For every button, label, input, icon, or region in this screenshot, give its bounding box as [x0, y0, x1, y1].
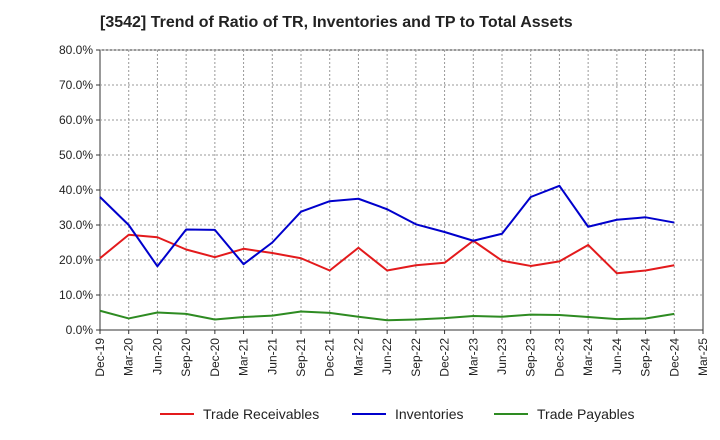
series-line-2 — [99, 309, 675, 322]
y-tick-label: 50.0% — [59, 148, 93, 162]
x-tick-label: Dec-24 — [667, 338, 681, 377]
x-tick-label: Dec-21 — [323, 338, 337, 377]
y-tick-label: 70.0% — [59, 78, 93, 92]
chart-title: [3542] Trend of Ratio of TR, Inventories… — [100, 14, 573, 31]
x-tick-label: Jun-22 — [380, 338, 394, 375]
x-tick-label: Dec-23 — [552, 338, 566, 377]
x-tick-label: Dec-22 — [438, 338, 452, 377]
x-tick-label: Mar-20 — [122, 338, 136, 376]
x-tick-label: Sep-21 — [294, 338, 308, 377]
y-tick-label: 0.0% — [66, 323, 94, 337]
x-tick-label: Jun-23 — [495, 338, 509, 375]
x-tick-label: Sep-20 — [179, 338, 193, 377]
x-tick-label: Dec-20 — [208, 338, 222, 377]
y-tick-label: 40.0% — [59, 183, 93, 197]
x-tick-label: Mar-22 — [351, 338, 365, 376]
x-tick-label: Jun-24 — [610, 338, 624, 375]
legend-label-1: Inventories — [395, 406, 463, 422]
x-tick-label: Mar-24 — [581, 338, 595, 376]
y-tick-label: 30.0% — [59, 218, 93, 232]
x-tick-label: Mar-23 — [466, 338, 480, 376]
x-tick-label: Dec-19 — [93, 338, 107, 377]
legend-label-2: Trade Payables — [537, 406, 635, 422]
x-tick-label: Jun-21 — [265, 338, 279, 375]
x-tick-label: Sep-22 — [409, 338, 423, 377]
x-tick-label: Mar-21 — [237, 338, 251, 376]
series-line-0 — [99, 233, 675, 275]
y-tick-label: 20.0% — [59, 253, 93, 267]
x-tick-label: Jun-20 — [150, 338, 164, 375]
series-line-1 — [99, 184, 675, 268]
y-tick-label: 80.0% — [59, 43, 93, 57]
legend-label-0: Trade Receivables — [203, 406, 319, 422]
y-tick-label: 10.0% — [59, 288, 93, 302]
y-tick-label: 60.0% — [59, 113, 93, 127]
x-tick-label: Mar-25 — [696, 338, 710, 376]
x-tick-label: Sep-23 — [524, 338, 538, 377]
x-tick-label: Sep-24 — [639, 338, 653, 377]
